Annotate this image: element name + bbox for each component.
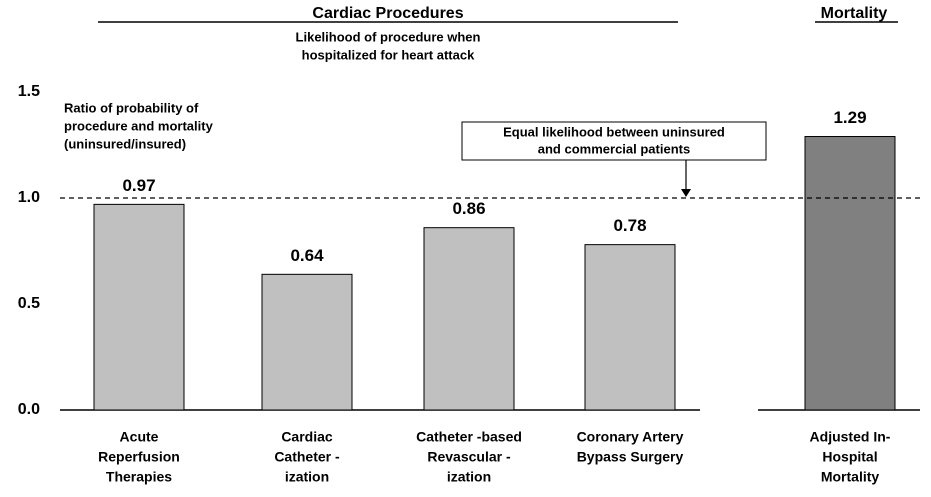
y-tick-label: 0.0 bbox=[18, 401, 40, 418]
x-tick-label: Revascular - bbox=[427, 449, 511, 465]
group-title: Mortality bbox=[821, 5, 888, 22]
x-tick-label: Hospital bbox=[822, 449, 877, 465]
value-label: 1.29 bbox=[833, 108, 866, 127]
x-tick-label: Bypass Surgery bbox=[577, 449, 684, 465]
y-axis-label: procedure and mortality bbox=[64, 118, 214, 133]
y-tick-label: 1.0 bbox=[18, 189, 40, 206]
value-label: 0.86 bbox=[452, 199, 485, 218]
x-tick-label: Cardiac bbox=[281, 429, 333, 445]
annotation-box bbox=[461, 121, 767, 161]
annotation: and commercial patients bbox=[538, 141, 690, 156]
y-tick-label: 1.5 bbox=[18, 83, 40, 100]
x-tick-label: ization bbox=[285, 469, 329, 485]
y-tick-label: 0.5 bbox=[18, 295, 40, 312]
annotation-arrowhead bbox=[681, 189, 691, 197]
y-axis-label: (uninsured/insured) bbox=[64, 136, 186, 151]
x-tick-label: ization bbox=[447, 469, 491, 485]
x-tick-label: Adjusted In- bbox=[810, 429, 891, 445]
bar bbox=[423, 227, 515, 411]
x-tick-label: Catheter -based bbox=[416, 429, 522, 445]
value-label: 0.97 bbox=[122, 176, 155, 195]
x-tick-label: Therapies bbox=[106, 469, 172, 485]
group-subtitle: Likelihood of procedure when bbox=[296, 29, 481, 44]
bar bbox=[584, 244, 676, 411]
x-tick-label: Mortality bbox=[821, 469, 880, 485]
group-subtitle: hospitalized for heart attack bbox=[302, 47, 475, 62]
x-tick-label: Reperfusion bbox=[98, 449, 180, 465]
annotation: Equal likelihood between uninsured bbox=[503, 124, 725, 139]
bar bbox=[93, 203, 185, 411]
bar bbox=[804, 136, 896, 411]
x-tick-label: Catheter - bbox=[274, 449, 340, 465]
value-label: 0.78 bbox=[613, 216, 646, 235]
bar bbox=[261, 273, 353, 411]
x-tick-label: Acute bbox=[120, 429, 159, 445]
group-title: Cardiac Procedures bbox=[312, 5, 463, 22]
x-tick-label: Coronary Artery bbox=[577, 429, 684, 445]
y-axis-label: Ratio of probability of bbox=[64, 100, 199, 115]
value-label: 0.64 bbox=[290, 246, 324, 265]
